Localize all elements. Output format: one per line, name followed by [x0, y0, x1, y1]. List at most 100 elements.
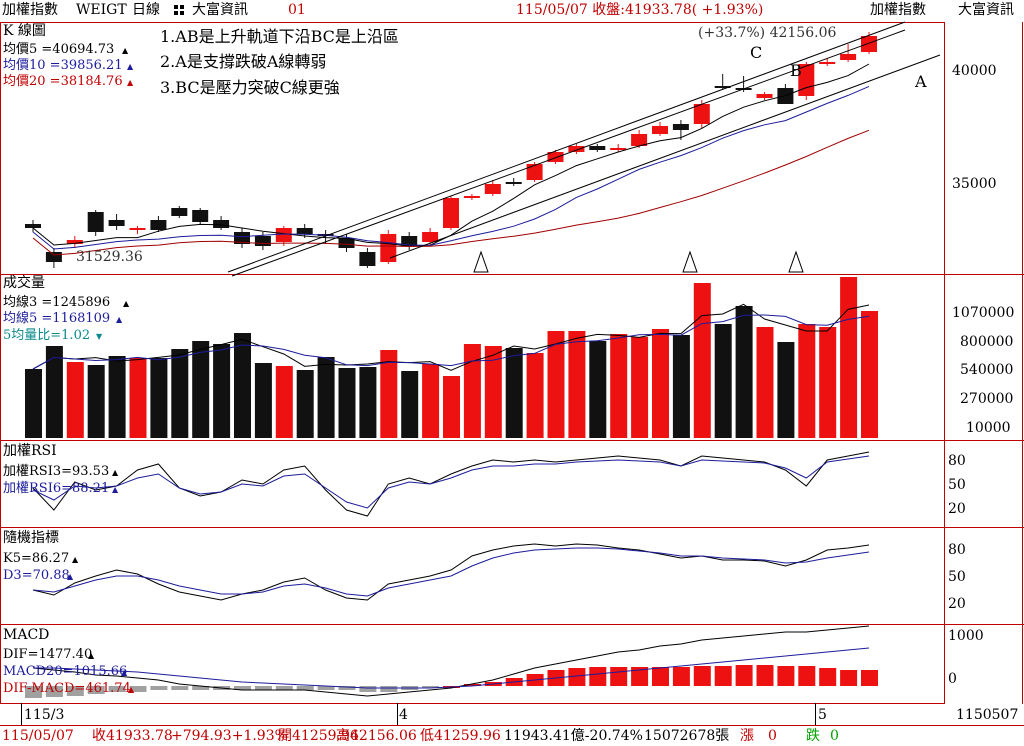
rsi-tick: 20 — [948, 501, 966, 517]
x-axis-label: 5 — [818, 707, 827, 723]
label-a: A — [915, 72, 927, 91]
volume-bar — [652, 329, 669, 438]
volume-bar — [87, 365, 105, 438]
footer-date: 115/05/07 — [2, 728, 74, 744]
price-tick-35000: 35000 — [952, 176, 997, 192]
volume-bar — [129, 358, 147, 438]
volume-bar — [610, 334, 628, 438]
kline-ma5: 均價5 =40694.73 — [3, 42, 115, 57]
d3-line — [32, 547, 870, 597]
macd-histogram-bar — [861, 670, 878, 686]
footer-change: +794.93+1.93% — [171, 728, 288, 744]
volume-bar — [213, 344, 231, 438]
header-period[interactable]: 日線 — [132, 2, 160, 18]
candle-body — [380, 234, 397, 262]
macd-histogram-bar — [756, 665, 774, 686]
volume-bar — [526, 353, 544, 438]
macd-histogram-bar — [234, 686, 251, 690]
macd20-line — [33, 647, 870, 689]
volume-bar — [861, 311, 878, 438]
header-code: WEIGT — [76, 2, 127, 18]
rsi-tick: 80 — [948, 453, 966, 469]
macd-tick: 0 — [948, 671, 957, 687]
ma20-arrow-icon: ▲ — [127, 78, 134, 87]
candle-body — [171, 208, 188, 216]
vol-tick: 800000 — [960, 334, 1014, 350]
vol-tick: 540000 — [960, 362, 1014, 378]
volume-bar — [798, 324, 816, 438]
macd-histogram-bar — [672, 667, 690, 686]
candle-body — [401, 236, 418, 246]
candle-body — [296, 228, 313, 234]
volume-bar — [672, 335, 690, 438]
candle-body — [422, 232, 439, 242]
note-1: 1.AB是上升軌道下沿BC是上沿區 — [160, 27, 399, 46]
volume-bar — [254, 363, 272, 438]
macd-histogram-bar — [840, 670, 858, 686]
volume-bar — [234, 333, 251, 438]
grid-icon[interactable] — [174, 5, 186, 17]
volume-bar — [338, 368, 356, 438]
macd-histogram-bar — [568, 668, 586, 686]
macd-histogram-bar — [192, 686, 210, 690]
footer-low: 低41259.96 — [420, 728, 501, 744]
macd-histogram-bar — [25, 686, 42, 698]
candle-body — [443, 198, 459, 228]
macd-histogram-bar — [714, 666, 732, 686]
kline-ma20: 均價20 =38184.76 — [3, 74, 123, 89]
candle-body — [672, 124, 689, 130]
ma20-line — [32, 129, 870, 256]
vol-tick: 10000 — [966, 420, 1011, 436]
macd-histogram-bar — [275, 686, 293, 690]
candle-body — [505, 182, 522, 184]
label-c: C — [750, 43, 763, 62]
footer-up-value: 0 — [768, 728, 777, 744]
kline-ma10: 均價10 =39856.21 — [3, 58, 123, 73]
kline-title: K 線圖 — [3, 23, 46, 39]
volume-bar — [150, 358, 168, 438]
rsi-3: 加權RSI3=93.53 — [3, 464, 110, 479]
volume-bar — [568, 331, 586, 438]
volume-bar — [777, 342, 795, 438]
macd-panel[interactable] — [0, 624, 945, 704]
trendline-lower — [389, 54, 941, 259]
macd-histogram-bar — [589, 667, 607, 686]
macd-histogram-bar — [108, 686, 126, 692]
volume-bar — [443, 376, 460, 438]
triangle-marker — [473, 250, 489, 273]
macd-histogram-bar — [317, 686, 335, 690]
macd-histogram-bar — [359, 686, 377, 692]
triangle-marker — [682, 250, 698, 273]
macd-histogram-bar — [610, 667, 628, 686]
low-label: 31529.36 — [76, 249, 143, 265]
footer-close: 收41933.78 — [92, 728, 173, 744]
candle-body — [861, 36, 877, 52]
candle-body — [526, 164, 543, 180]
candle-body — [631, 134, 648, 146]
footer-open: 開41259.96 — [278, 728, 359, 744]
triangle-markers — [473, 250, 804, 273]
macd-histogram-bar — [296, 686, 314, 690]
kd-tick: 50 — [948, 569, 966, 585]
volume-bar — [484, 346, 502, 438]
candle-body — [840, 54, 857, 60]
candle-body — [254, 236, 271, 246]
trend-lines — [227, 21, 941, 277]
candle-body — [756, 94, 773, 98]
x-axis-label: 115/3 — [24, 707, 65, 723]
volume-bar — [547, 331, 565, 438]
volume-bar — [66, 362, 84, 438]
candle-body — [150, 220, 167, 230]
rsi-6: 加權RSI6=88.21 — [3, 481, 110, 496]
label-b: B — [790, 61, 802, 80]
macd-histogram-bar — [45, 686, 63, 697]
volume-bar — [756, 327, 774, 438]
macd-histogram-bar — [380, 686, 398, 692]
candle-body — [589, 146, 606, 150]
footer-up-label: 漲 — [740, 728, 754, 744]
volume-ma5: 均線5 =1168109 — [3, 311, 111, 326]
volume-bar — [25, 369, 42, 438]
high-label: (+33.7%) 42156.06 — [698, 25, 837, 41]
volume-bar — [693, 283, 711, 438]
